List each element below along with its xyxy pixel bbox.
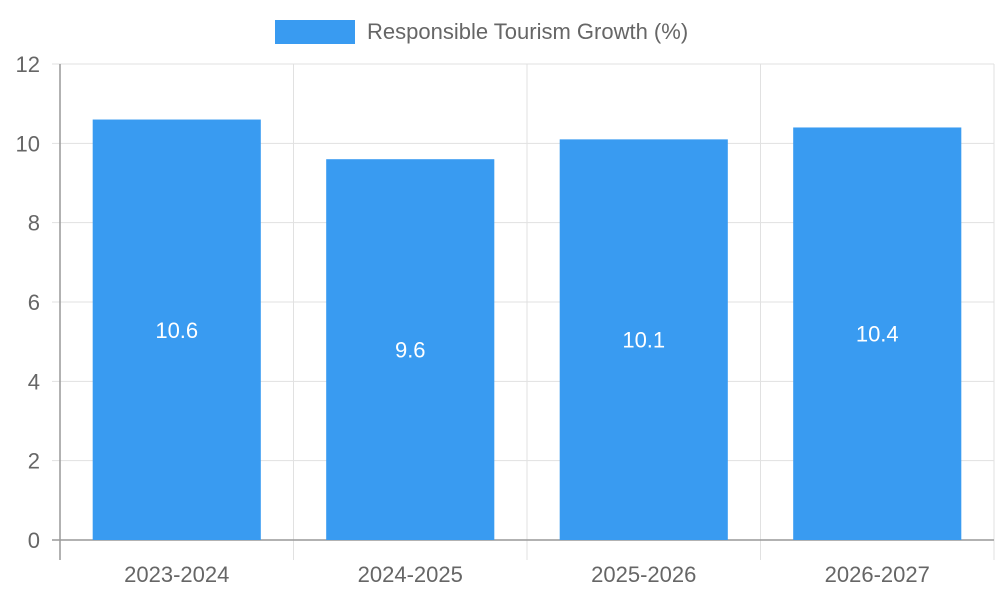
x-tick-label: 2025-2026 [591, 562, 696, 587]
bar[interactable] [326, 159, 495, 540]
y-tick-label: 8 [28, 211, 40, 236]
y-tick-label: 2 [28, 449, 40, 474]
bar-value-label: 10.1 [622, 328, 665, 353]
x-tick-label: 2026-2027 [825, 562, 930, 587]
bars [92, 119, 962, 541]
legend[interactable]: Responsible Tourism Growth (%) [275, 19, 688, 44]
y-tick-label: 6 [28, 290, 40, 315]
bar[interactable] [559, 139, 728, 540]
x-tick-label: 2023-2024 [124, 562, 229, 587]
y-tick-label: 10 [16, 131, 40, 156]
bar-value-label: 10.6 [155, 318, 198, 343]
bar-value-label: 9.6 [395, 338, 426, 363]
x-tick-label: 2024-2025 [358, 562, 463, 587]
legend-swatch [275, 20, 355, 44]
y-tick-label: 4 [28, 369, 40, 394]
y-tick-label: 0 [28, 528, 40, 553]
bar[interactable] [793, 127, 962, 540]
y-tick-label: 12 [16, 52, 40, 77]
labels: 0 2 4 6 8 10 12 10.6 2023-2024 9.6 2024-2025 10.1 20… [16, 52, 930, 587]
bar-value-label: 10.4 [856, 322, 899, 347]
bar[interactable] [92, 119, 261, 541]
legend-label: Responsible Tourism Growth (%) [367, 19, 688, 44]
